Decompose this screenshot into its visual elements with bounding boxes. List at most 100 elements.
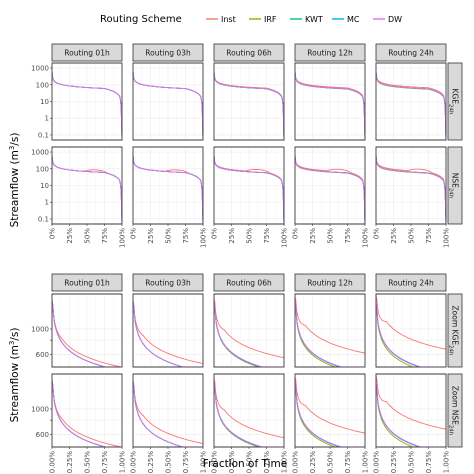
panel-r2-c5-x-tick-label: 0% <box>373 228 381 239</box>
panel-r3-c1-y-tick-label: 600 <box>36 351 49 359</box>
panel-r4-c3-x-tick-label: 0.50% <box>246 451 254 474</box>
panel-r1-c1-y-tick-label: 100 <box>36 81 49 89</box>
panel-r2-c1-x-tick-label: 50% <box>84 228 92 244</box>
panel-r2-c5-series-inst <box>375 154 447 225</box>
legend-title: Routing Scheme <box>100 14 182 25</box>
panel-r4-c1-x-tick-label: 1.00% <box>119 451 127 474</box>
row-strip-3 <box>447 293 463 368</box>
panel-r2-c2-x-tick-label: 100% <box>200 228 208 248</box>
panel-r2-c3-series-inst <box>213 155 285 225</box>
panel-r4-c1-y-tick-label: 1000 <box>31 405 49 413</box>
panel-r4-c2-x-tick-label: 0.50% <box>165 451 173 474</box>
x-axis-title: Fraction of Time <box>203 458 287 470</box>
column-strip-2 <box>132 273 204 292</box>
column-strip-2 <box>132 43 204 62</box>
panel-r3-c5-border <box>375 293 447 368</box>
row-strip-label-sub: 24h <box>448 188 454 199</box>
panel-r1-c1-y-tick-label: 10 <box>40 98 49 106</box>
panel-r4-c5-x-tick-label: 1.00% <box>443 451 451 474</box>
panel-r2-c2-series-dw <box>132 155 204 225</box>
row-strip-label-main: Zoom KGE <box>451 306 460 346</box>
legend-label-kwt: KWT <box>305 15 323 24</box>
row-strip-label-4: Zoom NSE24h <box>448 386 460 436</box>
panel-r2-c3-x-tick-label: 0% <box>211 228 219 239</box>
panel-r2-c3-x-tick-label: 100% <box>281 228 289 248</box>
panel-r3-c1-border <box>51 293 123 368</box>
panel-r4-c2-x-tick-label: 1.00% <box>200 451 208 474</box>
panel-r2-c1-x-tick-label: 0% <box>49 228 57 239</box>
column-strip-label-3: Routing 06h <box>226 49 272 58</box>
column-strip-4 <box>294 273 366 292</box>
row-strip-label-1: KGE24h <box>448 89 460 115</box>
y-axis-title-top-main: Streamflow (m <box>9 150 21 227</box>
panel-r4-c4-x-tick-label: 0.25% <box>309 451 317 474</box>
panel-r2-c4-x-tick-label: 75% <box>344 228 352 244</box>
y-axis-title-top: Streamflow (m3/s) <box>8 133 21 228</box>
panel-r2-c4-x-tick-label: 25% <box>309 228 317 244</box>
panel-r4-c4-x-tick-label: 0.50% <box>327 451 335 474</box>
panel-r4-c1-series-inst <box>51 380 122 448</box>
panel-r2-c3-x-tick-label: 50% <box>246 228 254 244</box>
panel-r3-c3-border <box>213 293 285 368</box>
panel-r3-c4-border <box>294 293 366 368</box>
row-strip-label-sub: 24h <box>448 425 454 436</box>
panel-r2-c5-x-tick-label: 50% <box>408 228 416 244</box>
panel-r4-c1-x-tick-label: 0.00% <box>49 451 57 474</box>
row-strip-label-3: Zoom KGE24h <box>448 306 460 356</box>
legend-label-inst: Inst <box>221 15 236 24</box>
panel-r4-c1-x-tick-label: 0.25% <box>66 451 74 474</box>
panel-r2-c5-x-tick-label: 75% <box>425 228 433 244</box>
panel-r4-c5-series-inst <box>375 375 447 430</box>
panel-r1-c4-border <box>294 62 366 141</box>
panel-r4-c5-x-tick-label: 0.00% <box>373 451 381 474</box>
column-strip-5 <box>375 43 447 62</box>
panel-r1-c3-border <box>213 62 285 141</box>
y-axis-title-top-sup: 3 <box>8 146 16 150</box>
column-strip-label-2: Routing 03h <box>145 49 191 58</box>
panel-r1-c5-series-inst <box>375 70 447 141</box>
panel-r1-c4-series-inst <box>294 70 366 141</box>
panel-r2-c1-y-tick-label: 1000 <box>31 149 49 157</box>
column-strip-label-5: Routing 24h <box>388 279 434 288</box>
panel-r2-c5-x-tick-label: 25% <box>390 228 398 244</box>
panel-r4-c4-x-tick-label: 0.75% <box>344 451 352 474</box>
panel-r1-c1-series-dw <box>51 71 123 141</box>
panel-r4-c5-x-tick-label: 0.25% <box>390 451 398 474</box>
column-strip-3 <box>213 273 285 292</box>
panel-r2-c3-x-tick-label: 25% <box>228 228 236 244</box>
panel-r2-c1-series-dw <box>51 155 123 225</box>
panel-r4-c1-x-tick-label: 0.75% <box>101 451 109 474</box>
panel-r2-c4-x-tick-label: 100% <box>362 228 370 248</box>
panel-r4-c2-series-inst <box>132 380 204 444</box>
panel-r2-c1-x-tick-label: 75% <box>101 228 109 244</box>
column-strip-label-1: Routing 01h <box>64 49 110 58</box>
panel-r4-c2-x-tick-label: 0.00% <box>130 451 138 474</box>
legend-label-dw: DW <box>388 15 402 24</box>
panel-r4-c1-x-tick-label: 0.50% <box>84 451 92 474</box>
panels: Routing 01h Routing 03h Routing 06h Routing… <box>31 43 463 474</box>
row-strip-4 <box>447 373 463 448</box>
column-strip-label-5: Routing 24h <box>388 49 434 58</box>
panel-r4-c5-x-tick-label: 0.75% <box>425 451 433 474</box>
panel-r1-c4-series-dw <box>294 71 366 141</box>
column-strip-label-3: Routing 06h <box>226 279 272 288</box>
panel-r2-c2-x-tick-label: 50% <box>165 228 173 244</box>
panel-r4-c3-x-tick-label: 0.00% <box>211 451 219 474</box>
panel-r4-c1-y-tick-label: 600 <box>36 431 49 439</box>
row-strip-label-main: KGE <box>451 89 460 105</box>
y-axis-title-bottom: Streamflow (m3/s) <box>8 328 21 423</box>
row-strip-label-sub: 24h <box>448 345 454 356</box>
panel-r3-c3-series-inst <box>213 297 285 359</box>
panel-r4-c3-x-tick-label: 0.75% <box>263 451 271 474</box>
row-strip-2 <box>447 146 463 225</box>
panel-r3-c2-border <box>132 293 204 368</box>
panel-r1-c1-y-tick-label: 1 <box>45 115 49 123</box>
panel-r4-c4-x-tick-label: 0.00% <box>292 451 300 474</box>
panel-r2-c3-series-dw <box>213 155 285 225</box>
y-axis-title-bottom-main: Streamflow (m <box>9 345 21 422</box>
panel-r3-c1-y-tick-label: 1000 <box>31 325 49 333</box>
panel-r1-c3-series-inst <box>213 71 285 141</box>
row-strip-label-sub: 24h <box>448 104 454 115</box>
column-strip-label-4: Routing 12h <box>307 49 353 58</box>
